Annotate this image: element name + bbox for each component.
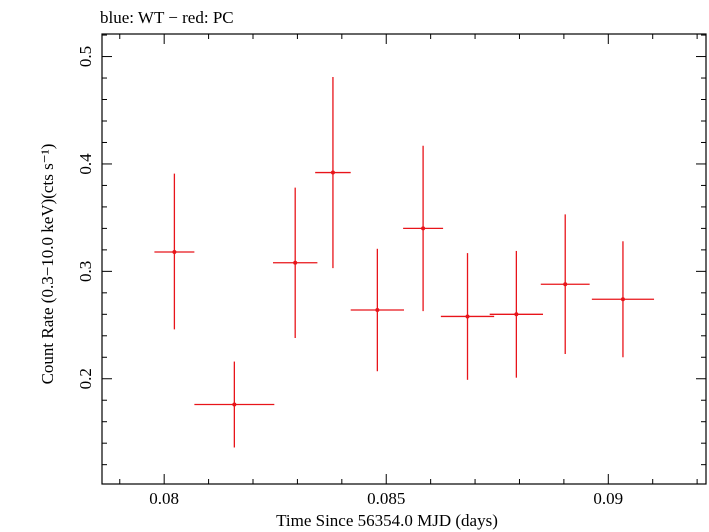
data-point <box>172 250 177 255</box>
axis-ticks <box>102 34 706 484</box>
y-axis-label: Count Rate (0.3−10.0 keV)(cts s⁻¹) <box>38 144 57 385</box>
data-points <box>154 76 655 448</box>
plot-frame <box>101 33 707 485</box>
data-point <box>421 226 426 231</box>
data-point <box>514 312 519 317</box>
axis-tick-labels: 0.08 0.085 0.09 0.2 0.3 0.4 0.5 <box>76 46 623 508</box>
data-point <box>293 260 298 265</box>
chart-title: blue: WT − red: PC <box>100 8 234 27</box>
x-tick-label: 0.09 <box>593 489 623 508</box>
data-point <box>620 297 625 302</box>
y-tick-label: 0.5 <box>76 46 95 67</box>
y-tick-label: 0.4 <box>76 153 95 175</box>
x-tick-label: 0.08 <box>149 489 179 508</box>
data-point <box>465 314 470 319</box>
data-point <box>375 308 380 313</box>
data-point <box>330 170 335 175</box>
x-tick-label: 0.085 <box>367 489 405 508</box>
data-point <box>232 402 237 407</box>
y-tick-label: 0.2 <box>76 368 95 389</box>
y-tick-label: 0.3 <box>76 261 95 282</box>
data-point <box>563 282 568 287</box>
x-axis-label: Time Since 56354.0 MJD (days) <box>276 511 498 530</box>
